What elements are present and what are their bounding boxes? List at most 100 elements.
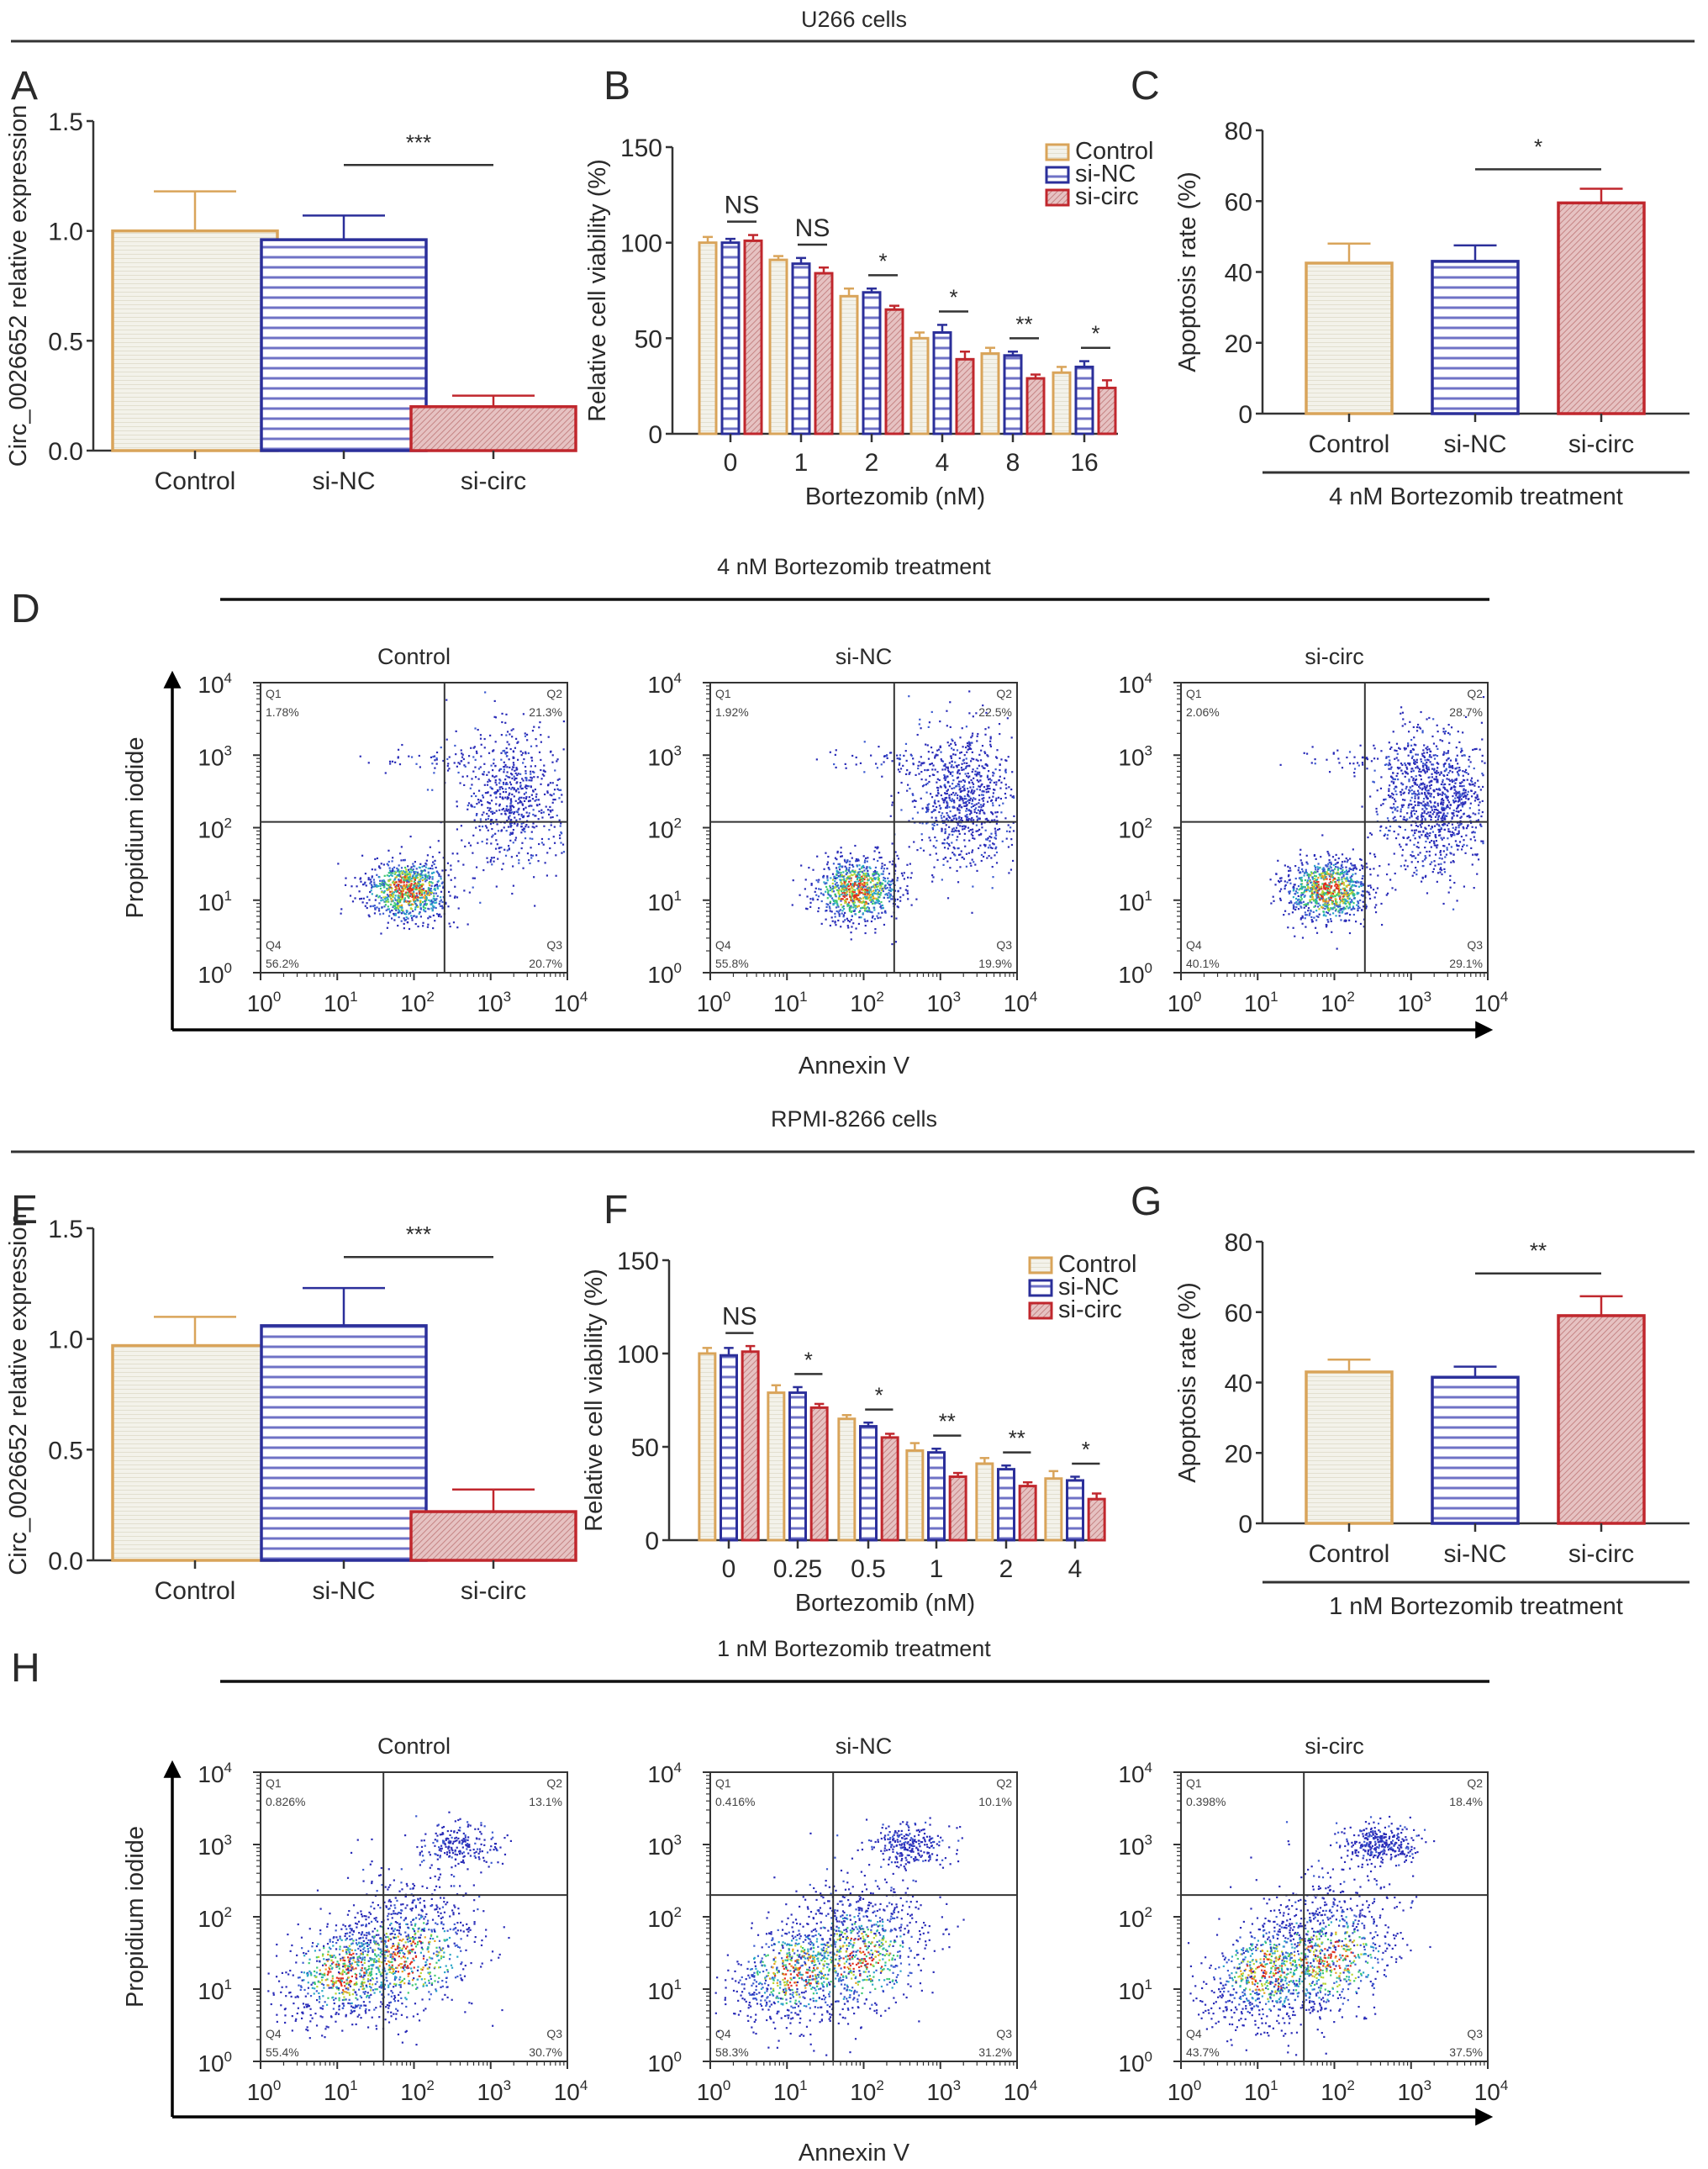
scatter-point	[392, 905, 394, 909]
scatter-point	[518, 813, 520, 815]
scatter-point	[549, 847, 551, 850]
scatter-point	[884, 887, 887, 890]
scatter-point	[509, 798, 513, 800]
scatter-point	[1307, 907, 1310, 910]
scatter-point	[1389, 775, 1393, 778]
scatter-point	[1336, 905, 1338, 907]
scatter-point	[832, 899, 835, 901]
scatter-point	[388, 760, 392, 763]
scatter-point	[1270, 902, 1273, 905]
scatter-point	[1342, 882, 1345, 884]
scatter-point	[416, 884, 419, 887]
scatter-point	[994, 800, 998, 802]
scatter-point	[1345, 884, 1347, 887]
scatter-point	[1400, 782, 1403, 784]
scatter-point	[1347, 901, 1349, 904]
scatter-point	[972, 786, 975, 789]
scatter-point	[540, 734, 542, 736]
scatter-point	[971, 770, 973, 773]
scatter-point	[973, 819, 975, 821]
scatter-point	[397, 884, 399, 887]
scatter-point	[1308, 877, 1310, 879]
scatter-point	[952, 748, 955, 751]
x-tick-label: 16	[1070, 449, 1098, 477]
scatter-point	[1423, 791, 1426, 794]
scatter-point	[387, 884, 390, 887]
scatter-point	[892, 860, 894, 863]
scatter-point	[419, 891, 421, 894]
scatter-point	[868, 899, 871, 901]
scatter-point	[1013, 815, 1015, 818]
scatter-point	[968, 799, 971, 802]
scatter-point	[908, 820, 910, 822]
scatter-point	[909, 863, 911, 865]
scatter-point	[965, 757, 967, 760]
scatter-point	[923, 784, 925, 787]
scatter-point	[845, 885, 847, 888]
scatter-point	[430, 889, 433, 892]
scatter-point	[408, 902, 410, 905]
scatter-point	[983, 797, 985, 800]
scatter-point	[504, 854, 508, 857]
scatter-point	[511, 766, 514, 768]
y-tick-label: 103	[647, 742, 682, 770]
scatter-point	[415, 899, 418, 902]
scatter-point	[952, 740, 954, 742]
flow-plot-title: si-circ	[1305, 644, 1363, 669]
scatter-point	[891, 942, 894, 946]
scatter-point	[1321, 895, 1323, 898]
scatter-point	[855, 763, 857, 766]
scatter-point	[943, 838, 946, 841]
scatter-point	[430, 867, 432, 870]
exponent: 1	[224, 888, 232, 904]
scatter-point	[983, 767, 986, 769]
scatter-point	[959, 853, 962, 856]
scatter-point	[988, 844, 991, 847]
scatter-point	[917, 764, 920, 767]
scatter-point	[1369, 868, 1372, 870]
scatter-point	[1336, 862, 1338, 864]
scatter-point	[467, 755, 471, 757]
scatter-point	[1310, 888, 1313, 891]
scatter-point	[1305, 868, 1307, 871]
scatter-point	[491, 836, 493, 838]
scatter-point	[850, 879, 852, 882]
scatter-point	[435, 898, 438, 900]
scatter-point	[1428, 756, 1431, 758]
scatter-point	[967, 745, 970, 747]
scatter-point	[990, 836, 993, 839]
scatter-point	[414, 861, 416, 863]
scatter-point	[1416, 794, 1419, 796]
scatter-point	[1323, 903, 1326, 905]
scatter-point	[491, 812, 494, 815]
scatter-point	[445, 699, 448, 701]
scatter-point	[859, 897, 862, 900]
scatter-point	[1331, 869, 1333, 872]
scatter-point	[1330, 920, 1332, 922]
scatter-point	[535, 793, 538, 795]
scatter-point	[412, 910, 414, 912]
scatter-point	[896, 757, 899, 760]
scatter-point	[872, 889, 875, 892]
scatter-point	[825, 909, 828, 912]
scatter-point	[814, 887, 817, 889]
scatter-point	[394, 914, 397, 916]
scatter-point	[398, 870, 401, 873]
scatter-point	[978, 828, 981, 831]
scatter-point	[961, 768, 963, 772]
scatter-point	[1394, 807, 1397, 810]
scatter-point	[463, 889, 466, 892]
scatter-point	[1436, 762, 1438, 764]
scatter-point	[942, 764, 946, 767]
scatter-point	[1424, 789, 1427, 791]
scatter-point	[476, 803, 478, 805]
scatter-point	[383, 874, 386, 877]
scatter-point	[913, 841, 915, 843]
scatter-point	[394, 878, 397, 880]
scatter-point	[920, 727, 922, 730]
scatter-point	[840, 884, 842, 887]
scatter-point	[1444, 823, 1447, 826]
scatter-point	[531, 789, 535, 792]
scatter-point	[530, 757, 533, 759]
scatter-point	[387, 879, 390, 883]
